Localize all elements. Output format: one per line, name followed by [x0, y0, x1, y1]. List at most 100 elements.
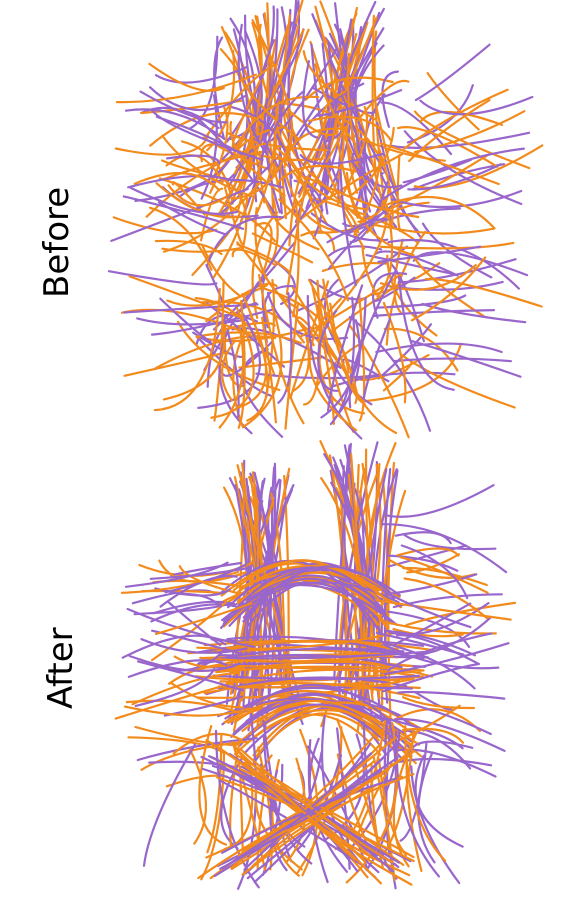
fiber-streamline [413, 110, 526, 154]
fiber-streamline [410, 340, 522, 378]
fiber-streamline [162, 323, 226, 401]
fiber-streamline [149, 86, 246, 112]
fiber-streamline [336, 727, 351, 870]
fiber-streamline [394, 708, 482, 733]
fiber-streamline [324, 223, 387, 324]
fiber-streamline [327, 284, 364, 412]
fiber-streamline [198, 338, 272, 397]
fiber-streamline [170, 682, 244, 709]
fiber-streamline [393, 616, 492, 658]
fiber-streamline [392, 627, 464, 638]
fiber-streamline [148, 62, 225, 92]
fiber-streamline [292, 336, 310, 392]
fiber-streamline [218, 639, 435, 652]
fiber-streamline [257, 90, 305, 168]
fiber-streamline [154, 239, 223, 256]
fiber-streamline [221, 770, 382, 870]
fiber-streamline [393, 357, 512, 363]
fiber-streamline [219, 757, 384, 870]
fiber-streamline [380, 101, 453, 156]
fiber-streamline [388, 558, 476, 579]
fiber-streamline [126, 607, 255, 648]
fiber-streamline [142, 743, 196, 867]
fiber-streamline [402, 158, 472, 184]
fiber-streamline [276, 164, 358, 185]
fiber-streamline [397, 690, 506, 700]
fiber-streamline [380, 241, 515, 250]
fiber-streamline [127, 174, 233, 189]
fiber-streamline [245, 690, 413, 734]
fiber-streamline [381, 147, 525, 201]
fiber-streamline [223, 566, 385, 623]
fiber-streamline [237, 23, 268, 155]
fiber-streamline [136, 317, 246, 326]
fiber-streamline [413, 110, 531, 170]
fiber-streamline [226, 635, 409, 657]
fiber-streamline [343, 32, 358, 171]
fiber-streamline [199, 652, 399, 663]
fiber-streamline [385, 573, 478, 596]
fiber-streamline [314, 63, 358, 146]
fiber-streamline [242, 305, 283, 428]
fiber-streamline [134, 725, 236, 747]
fiber-streamline [324, 161, 390, 229]
fiber-streamline [400, 544, 469, 600]
fiber-streamline [223, 179, 248, 251]
fiber-streamline [384, 642, 510, 675]
fiber-streamline [403, 577, 490, 621]
fiber-streamline [228, 577, 379, 630]
fiber-streamline [206, 732, 223, 854]
fiber-streamline [243, 683, 394, 726]
fiber-streamline [235, 583, 398, 626]
fiber-streamline [236, 95, 320, 147]
fiber-streamline [127, 659, 228, 678]
fiber-streamline [252, 39, 276, 203]
fiber-streamline [362, 317, 391, 400]
fiber-streamline [329, 296, 356, 426]
fiber-streamline [292, 198, 300, 318]
fiber-streamline [381, 662, 480, 693]
fiber-streamline [263, 196, 320, 251]
fiber-streamline [241, 348, 284, 438]
fiber-streamline [358, 293, 366, 422]
fiber-streamline [402, 533, 497, 551]
fiber-streamline [233, 134, 292, 200]
fiber-streamline [403, 88, 509, 150]
fiber-streamline [351, 126, 395, 196]
fiber-streamline [375, 599, 512, 621]
fiber-streamline [419, 110, 504, 126]
fiber-streamline [311, 286, 335, 425]
fiber-streamline [345, 171, 415, 257]
fiber-streamline [236, 754, 407, 853]
fiber-streamline [414, 43, 491, 102]
fiber-streamline [219, 28, 305, 163]
fiber-streamline [376, 294, 467, 309]
fiber-streamline [218, 326, 245, 429]
fiber-streamline [386, 226, 495, 235]
fiber-streamline [253, 123, 277, 219]
fiber-streamline [124, 108, 226, 140]
fiber-streamline [133, 172, 221, 192]
fiber-streamline [134, 668, 216, 707]
fiber-streamline [382, 643, 500, 670]
fiber-streamline [393, 718, 506, 752]
fiber-streamline [128, 654, 240, 672]
fiber-streamline [214, 729, 260, 889]
fiber-streamline [387, 610, 471, 648]
fiber-streamline [402, 696, 475, 710]
fiber-streamline [299, 273, 402, 338]
fiber-streamline [198, 725, 228, 846]
fiber-streamline [210, 307, 255, 419]
fiber-streamline [382, 301, 407, 404]
fiber-streamline [404, 725, 447, 862]
fiber-streamline [391, 594, 472, 629]
fiber-streamline [224, 686, 413, 727]
fiber-streamline [107, 270, 218, 286]
fiber-streamline [380, 697, 492, 736]
fiber-streamline [189, 35, 219, 130]
fiber-streamline [326, 217, 387, 244]
fiber-streamline [377, 323, 432, 380]
fiber-streamline [421, 302, 527, 324]
fiber-streamline [410, 256, 487, 322]
fiber-streamline [323, 278, 339, 347]
